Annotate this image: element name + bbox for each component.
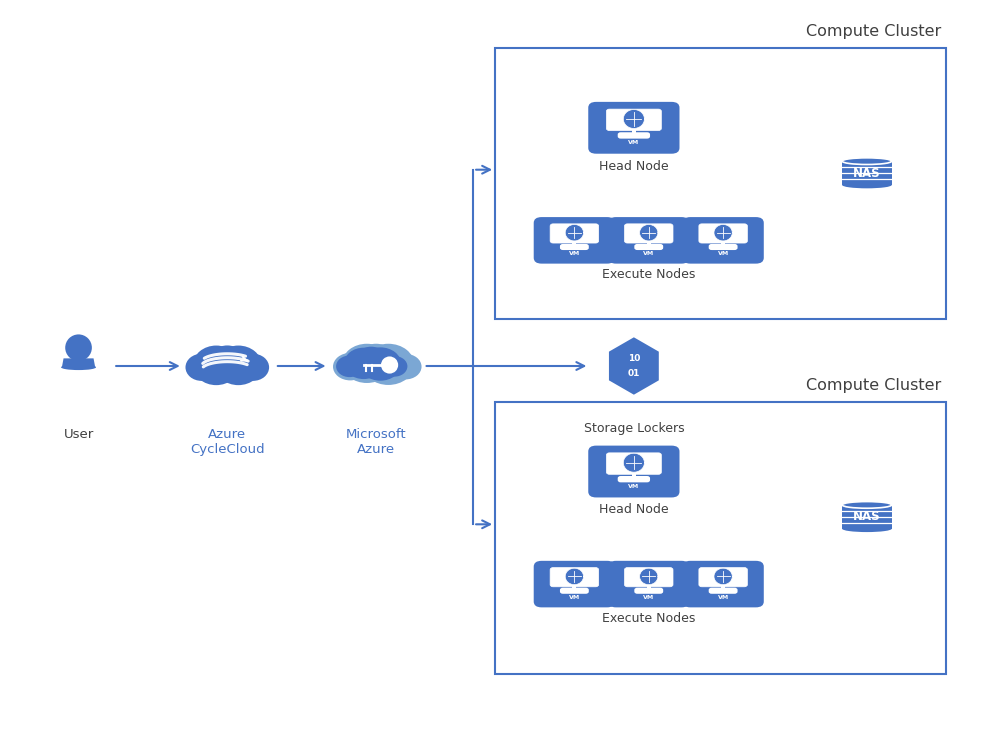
FancyBboxPatch shape [682,561,764,608]
Ellipse shape [342,344,391,383]
FancyBboxPatch shape [588,446,679,498]
Text: Head Node: Head Node [599,160,669,173]
FancyBboxPatch shape [709,588,738,594]
Ellipse shape [623,110,644,128]
FancyBboxPatch shape [709,244,738,250]
FancyBboxPatch shape [634,588,663,594]
Bar [336,364,416,372]
FancyBboxPatch shape [560,588,589,594]
Text: 01: 01 [628,369,640,378]
Ellipse shape [344,348,383,379]
Ellipse shape [215,346,262,385]
FancyBboxPatch shape [699,567,747,587]
Ellipse shape [363,344,414,385]
Text: NAS: NAS [853,510,881,523]
Ellipse shape [209,346,246,377]
FancyBboxPatch shape [534,217,615,264]
Ellipse shape [336,356,363,377]
Text: Storage Lockers: Storage Lockers [584,422,684,436]
Text: Head Node: Head Node [599,504,669,516]
Ellipse shape [565,568,584,585]
Ellipse shape [565,225,584,241]
Text: Compute Cluster: Compute Cluster [806,378,941,394]
Text: VM: VM [628,141,640,146]
Ellipse shape [61,365,96,370]
Bar [632,128,636,135]
Bar [632,472,636,478]
Bar [842,161,892,185]
FancyBboxPatch shape [625,224,673,243]
Text: VM: VM [569,251,580,256]
FancyBboxPatch shape [606,453,661,474]
Text: VM: VM [569,594,580,600]
Ellipse shape [640,225,658,241]
Ellipse shape [193,346,240,385]
Bar [647,241,651,246]
Text: NAS: NAS [853,167,881,179]
FancyBboxPatch shape [534,561,615,608]
Ellipse shape [714,568,732,585]
FancyBboxPatch shape [608,217,689,264]
Text: VM: VM [643,594,654,600]
Polygon shape [62,359,95,367]
FancyBboxPatch shape [560,244,589,250]
FancyBboxPatch shape [606,109,661,130]
Text: 10: 10 [628,354,640,363]
FancyBboxPatch shape [550,224,599,243]
Ellipse shape [382,356,407,377]
Bar [721,585,725,590]
Text: VM: VM [718,251,729,256]
Ellipse shape [359,348,401,381]
Text: Azure
CycleCloud: Azure CycleCloud [190,427,265,455]
Text: VM: VM [718,594,729,600]
FancyBboxPatch shape [550,567,599,587]
Bar [842,505,892,529]
FancyBboxPatch shape [618,132,650,138]
FancyBboxPatch shape [699,224,747,243]
FancyBboxPatch shape [625,567,673,587]
Ellipse shape [842,158,892,165]
Ellipse shape [333,353,367,381]
Ellipse shape [237,354,269,381]
Ellipse shape [842,182,892,188]
Bar [721,241,725,246]
FancyBboxPatch shape [588,102,679,154]
FancyBboxPatch shape [682,217,764,264]
Ellipse shape [623,453,644,472]
Text: VM: VM [643,251,654,256]
Bar [647,585,651,590]
Bar [572,585,576,590]
FancyBboxPatch shape [634,244,663,250]
Ellipse shape [390,354,422,379]
Polygon shape [608,336,660,396]
Bar [495,402,946,673]
Ellipse shape [356,344,396,375]
Ellipse shape [714,225,732,241]
Text: Compute Cluster: Compute Cluster [806,24,941,39]
Bar [572,241,576,246]
Text: VM: VM [628,484,640,489]
Ellipse shape [185,354,217,381]
Ellipse shape [355,347,387,372]
Bar [187,364,267,373]
Text: Microsoft
Azure: Microsoft Azure [346,427,406,455]
FancyBboxPatch shape [608,561,689,608]
Text: Execute Nodes: Execute Nodes [602,268,695,281]
Bar [339,363,404,370]
Ellipse shape [842,501,892,508]
Ellipse shape [381,356,398,373]
Text: Execute Nodes: Execute Nodes [602,612,695,625]
Bar [495,48,946,319]
Ellipse shape [842,526,892,532]
Text: User: User [63,427,94,441]
FancyBboxPatch shape [618,476,650,482]
Ellipse shape [640,568,658,585]
Ellipse shape [65,335,92,361]
